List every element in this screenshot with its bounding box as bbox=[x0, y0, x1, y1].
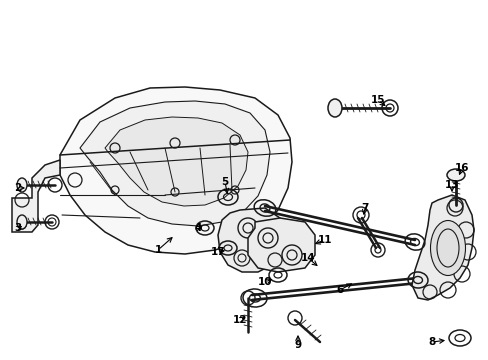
Text: 7: 7 bbox=[361, 203, 368, 213]
Text: 14: 14 bbox=[300, 253, 315, 263]
Text: 11: 11 bbox=[317, 235, 331, 245]
Text: 8: 8 bbox=[427, 337, 435, 347]
Text: 5: 5 bbox=[221, 177, 228, 187]
Ellipse shape bbox=[446, 169, 464, 181]
Text: 3: 3 bbox=[14, 223, 21, 233]
Ellipse shape bbox=[327, 99, 341, 117]
Text: 6: 6 bbox=[336, 285, 343, 295]
Ellipse shape bbox=[17, 215, 27, 229]
Polygon shape bbox=[105, 117, 247, 206]
Text: 12: 12 bbox=[232, 315, 247, 325]
Text: 2: 2 bbox=[14, 183, 21, 193]
Text: 4: 4 bbox=[194, 223, 201, 233]
Polygon shape bbox=[80, 101, 269, 226]
Text: 17: 17 bbox=[210, 247, 225, 257]
Polygon shape bbox=[247, 218, 314, 272]
Text: 1: 1 bbox=[154, 245, 162, 255]
Text: 9: 9 bbox=[294, 340, 301, 350]
Text: 10: 10 bbox=[257, 277, 272, 287]
Ellipse shape bbox=[17, 178, 27, 192]
Polygon shape bbox=[60, 87, 291, 254]
Polygon shape bbox=[218, 208, 285, 272]
Text: 16: 16 bbox=[454, 163, 468, 173]
Polygon shape bbox=[411, 195, 473, 300]
Ellipse shape bbox=[429, 220, 465, 275]
Polygon shape bbox=[12, 160, 60, 232]
Text: 13: 13 bbox=[444, 180, 458, 190]
Text: 15: 15 bbox=[370, 95, 385, 105]
